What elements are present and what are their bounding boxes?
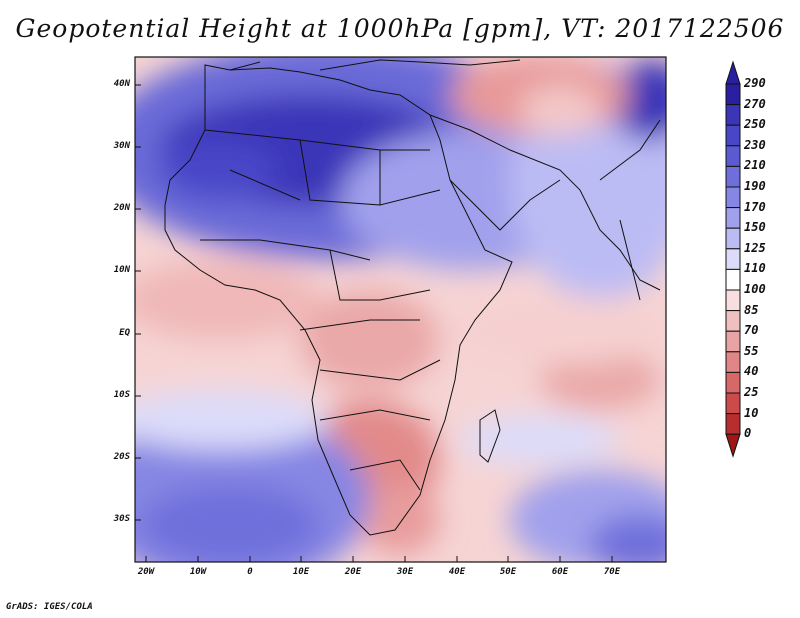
colorbar-label: 190	[744, 179, 766, 193]
axis-ticks	[135, 84, 613, 562]
colorbar-label: 0	[744, 426, 752, 441]
colorbar-label: 100	[744, 282, 766, 296]
lat-label: EQ	[119, 328, 130, 338]
colorbar-label: 70	[744, 323, 759, 338]
lon-label: 20E	[344, 567, 362, 577]
colorbar-label: 125	[744, 240, 766, 255]
lon-label: 40E	[448, 567, 466, 577]
lat-label: 20S	[113, 452, 130, 462]
lon-label: 50E	[499, 567, 517, 577]
colorbar-label: 85	[744, 302, 759, 317]
colorbar-label: 290	[744, 76, 766, 90]
lat-label: 30N	[113, 141, 130, 151]
lat-label: 10N	[113, 265, 130, 275]
colorbar-label: 230	[744, 137, 766, 152]
lon-label: 10W	[189, 567, 207, 577]
lon-label: 60E	[551, 567, 569, 577]
lat-label: 40N	[113, 79, 130, 89]
height-field	[135, 57, 666, 562]
colorbar-label: 40	[744, 364, 759, 379]
lat-label: 10S	[113, 390, 130, 400]
lon-label: 10E	[292, 567, 310, 577]
lon-label: 20W	[137, 567, 155, 577]
colorbar-label: 150	[744, 220, 766, 235]
lat-label: 30S	[113, 514, 130, 524]
colorbar-label: 270	[744, 96, 766, 111]
colorbar-label: 55	[744, 343, 759, 358]
colorbar-label: 210	[744, 158, 766, 173]
map-frame	[134, 56, 667, 563]
colorbar-label: 10	[744, 405, 759, 420]
coastlines	[164, 59, 661, 536]
colorbar-label: 250	[744, 117, 766, 132]
lon-label: 70E	[603, 567, 621, 577]
lon-label: 0	[247, 567, 253, 577]
chart-title: Geopotential Height at 1000hPa [gpm], VT…	[15, 14, 785, 43]
footer-credit: GrADS: IGES/COLA	[6, 602, 93, 612]
lat-label: 20N	[113, 203, 130, 213]
colorbar-label: 110	[744, 261, 766, 276]
lon-label: 30E	[396, 567, 414, 577]
colorbar-label: 25	[744, 385, 759, 399]
colorbar-label: 170	[744, 199, 766, 214]
